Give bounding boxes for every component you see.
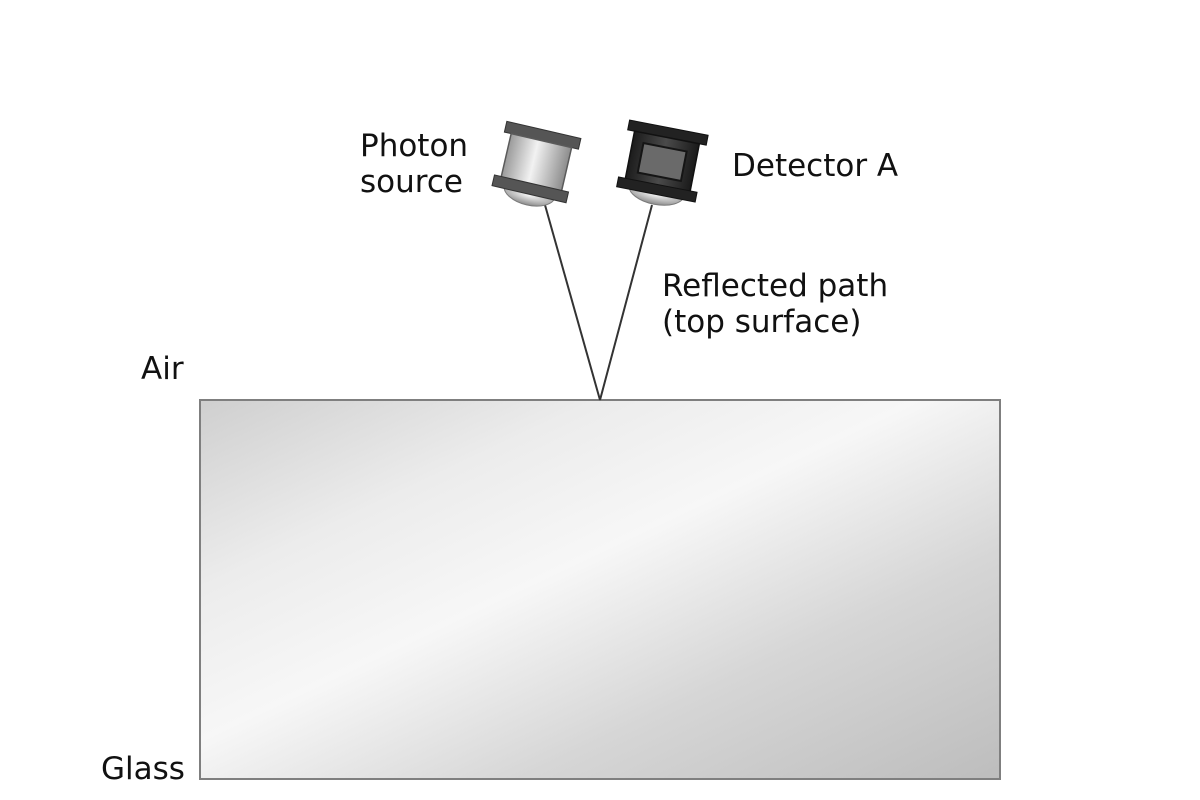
reflected-beam <box>599 204 653 401</box>
glass-block <box>199 399 1001 780</box>
photon-source-label-line2: source <box>360 164 463 200</box>
incident-beam <box>544 204 601 401</box>
reflected-path-label-line1: Reflected path <box>662 268 889 304</box>
air-label: Air <box>141 351 184 387</box>
photon-source-label: Photon source <box>360 128 468 200</box>
reflected-path-label-line2: (top surface) <box>662 304 862 340</box>
photon-source-label-line1: Photon <box>360 128 469 164</box>
glass-label-text: Glass <box>101 751 185 787</box>
detector-label-text: Detector A <box>732 148 899 184</box>
photon-source-icon <box>491 120 582 207</box>
air-label-text: Air <box>141 351 184 387</box>
detector-label: Detector A <box>732 148 898 184</box>
reflected-path-label: Reflected path (top surface) <box>662 268 888 340</box>
glass-label: Glass <box>101 751 185 787</box>
detector-icon <box>616 119 709 206</box>
